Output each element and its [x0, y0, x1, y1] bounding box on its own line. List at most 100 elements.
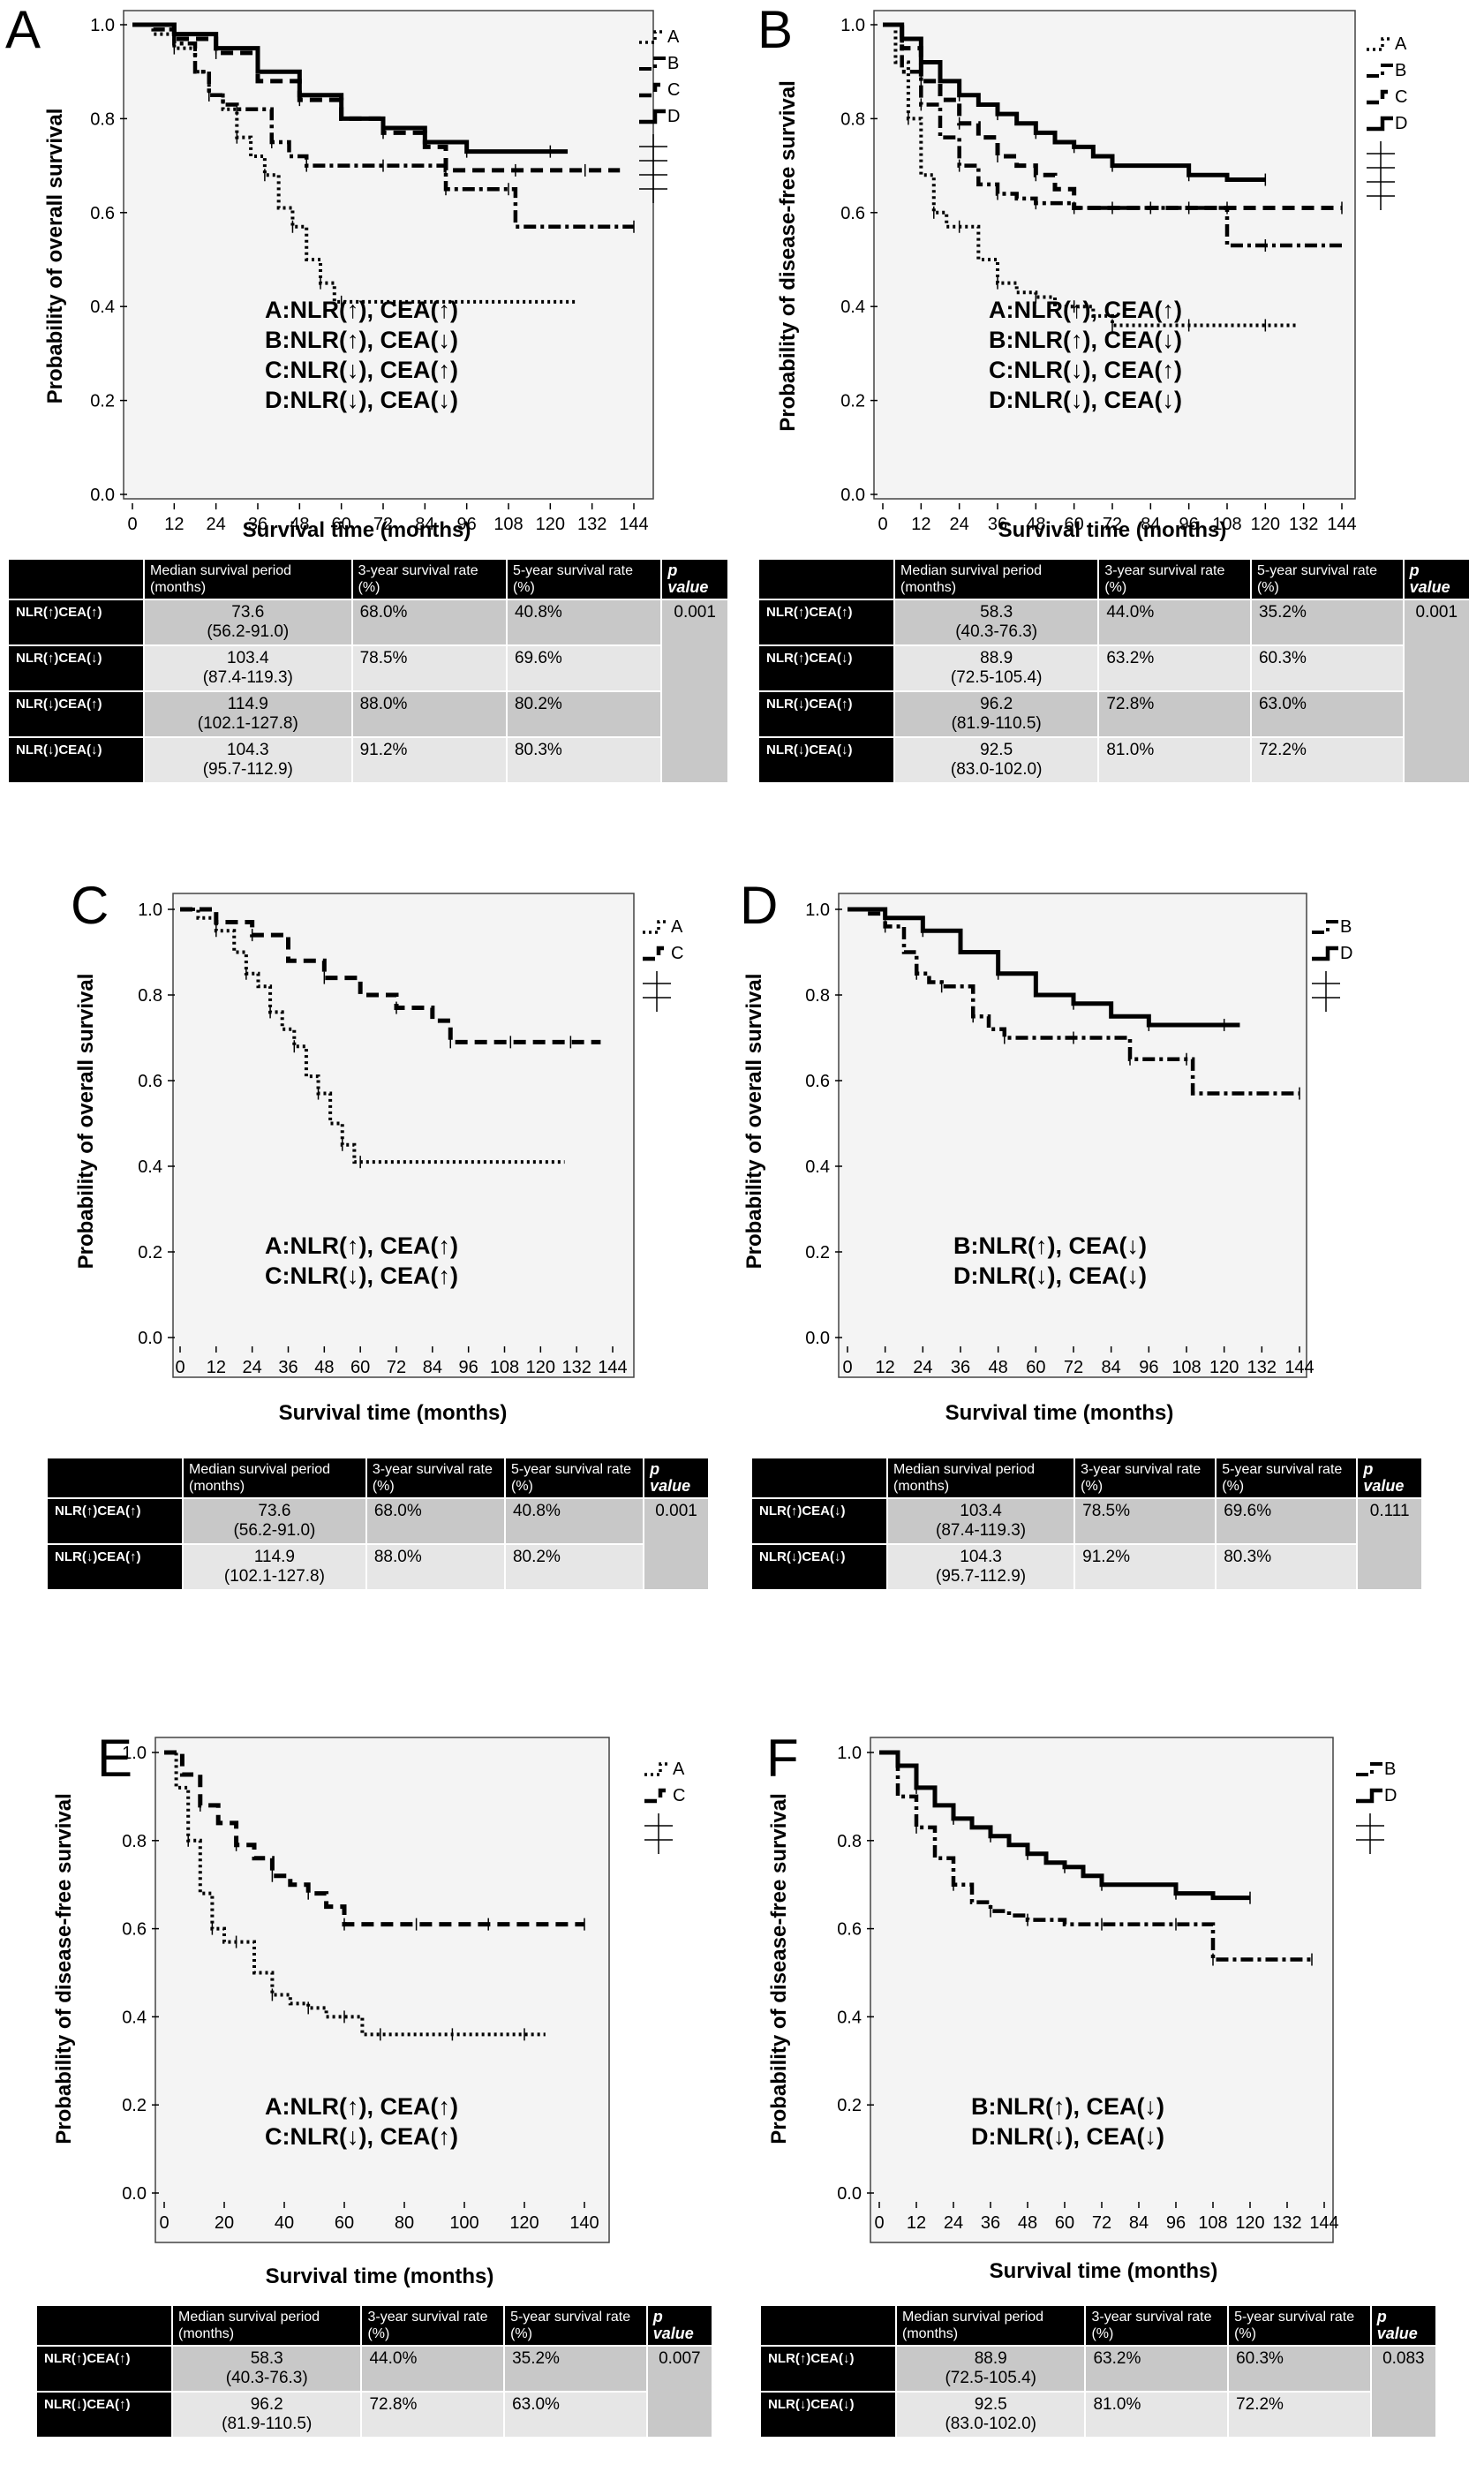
p-value-cell: 0.001: [643, 1497, 710, 1591]
x-tick-label: 144: [1284, 1358, 1314, 1377]
legend-label: D: [1384, 1786, 1397, 1805]
x-tick-label: 96: [1179, 515, 1199, 534]
table-header: Median survival period (months): [143, 558, 353, 600]
legend-label: B: [1384, 1760, 1396, 1779]
x-tick-label: 120: [526, 1358, 555, 1377]
table-row: NLR(↑)CEA(↑) 73.6 (56.2-91.0) 68.0% 40.8% 0.0…: [7, 599, 729, 784]
rate-cell: 35.2%: [1249, 599, 1405, 646]
annotation-label: C:NLR(↓), CEA(↑): [265, 357, 458, 383]
legend-swatch: [643, 920, 669, 934]
annotation-label: D:NLR(↓), CEA(↓): [989, 387, 1182, 413]
median-cell: 88.9 (72.5-105.4): [894, 2345, 1087, 2393]
x-tick-label: 96: [459, 1358, 478, 1377]
table-corner: [750, 1457, 888, 1499]
rate-cell: 91.2%: [350, 736, 508, 784]
y-tick-label: 0.4: [840, 298, 865, 317]
x-tick-label: 0: [874, 2213, 884, 2233]
x-tick-label: 12: [164, 515, 184, 534]
table-header: 3-year survival rate (%): [1084, 2304, 1230, 2347]
x-tick-label: 36: [278, 1358, 298, 1377]
y-tick-label: 0.0: [122, 2184, 147, 2204]
x-axis-label: Survival time (months): [279, 1401, 508, 1425]
table-corner: [757, 558, 895, 600]
stats-table-d: Median survival period (months) 3-year su…: [750, 1457, 1423, 1591]
x-tick-label: 108: [1171, 1358, 1201, 1377]
x-tick-label: 48: [989, 1358, 1008, 1377]
x-tick-label: 108: [490, 1358, 519, 1377]
rate-cell: 63.0%: [503, 2391, 648, 2438]
x-tick-label: 60: [1065, 515, 1084, 534]
y-tick-label: 0.6: [138, 1072, 162, 1091]
stats-table-e: Median survival period (months) 3-year su…: [35, 2304, 714, 2438]
x-tick-label: 60: [350, 1358, 370, 1377]
rate-cell: 60.3%: [1227, 2345, 1372, 2393]
legend-swatch: [1312, 920, 1338, 934]
legend-swatch: [1312, 946, 1338, 961]
table-header: 3-year survival rate (%): [360, 2304, 506, 2347]
y-tick-label: 0.4: [805, 1157, 830, 1177]
km-chart-c: 0.0 0.2 0.4 0.6 0.8 1.0 0 12 24 36 48 60 72 84 96 108 12…: [74, 893, 683, 1425]
y-tick-label: 0.0: [90, 486, 115, 505]
x-tick-label: 132: [1272, 2213, 1301, 2233]
table-header: p value: [1356, 1457, 1423, 1499]
y-axis-label: Probability of disease-free survival: [776, 80, 800, 432]
median-cell: 73.6 (56.2-91.0): [143, 599, 353, 646]
row-label: NLR(↓)CEA(↓): [7, 736, 145, 784]
table-header: Median survival period (months): [894, 2304, 1087, 2347]
x-tick-label: 132: [577, 515, 606, 534]
y-tick-label: 1.0: [805, 901, 830, 920]
x-axis-label: Survival time (months): [998, 518, 1227, 542]
x-tick-label: 96: [1166, 2213, 1186, 2233]
median-cell: 96.2 (81.9-110.5): [170, 2391, 363, 2438]
table-header: Median survival period (months): [893, 558, 1100, 600]
row-label: NLR(↓)CEA(↑): [757, 690, 895, 738]
rate-cell: 88.0%: [365, 1543, 506, 1591]
x-tick-label: 60: [1055, 2213, 1074, 2233]
x-tick-label: 0: [842, 1358, 852, 1377]
stats-table-b: Median survival period (months) 3-year su…: [757, 558, 1472, 784]
x-tick-label: 84: [1102, 1358, 1121, 1377]
x-tick-label: 108: [1212, 515, 1241, 534]
p-value-cell: 0.111: [1356, 1497, 1423, 1591]
legend-swatch: [639, 57, 666, 71]
table-row: NLR(↓)CEA(↑) 114.9 (102.1-127.8) 88.0% 80.2%: [7, 690, 728, 738]
series-line-D: [879, 1750, 1250, 1901]
y-axis-label: Probability of overall survival: [43, 109, 67, 404]
panel-label-a: A: [5, 0, 41, 59]
rate-cell: 91.2%: [1073, 1543, 1217, 1591]
x-tick-label: 132: [561, 1358, 591, 1377]
series-line-A: [180, 908, 565, 1164]
panel-label-e: E: [97, 1729, 133, 1788]
row-label: NLR(↓)CEA(↑): [7, 690, 145, 738]
rate-cell: 69.6%: [505, 644, 663, 692]
annotation-label: D:NLR(↓), CEA(↓): [953, 1262, 1147, 1289]
legend-swatch: [644, 1788, 671, 1804]
median-cell: 114.9 (102.1-127.8): [182, 1543, 367, 1591]
panel-label-c: C: [71, 876, 109, 935]
rate-cell: 60.3%: [1249, 644, 1405, 692]
y-tick-label: 0.4: [122, 2008, 147, 2027]
km-chart-f: 0.0 0.2 0.4 0.6 0.8 1.0 0 12 24 36 48 60 72 84 96 108 12…: [767, 1737, 1397, 2283]
x-axis-label: Survival time (months): [266, 2265, 494, 2288]
legend-swatch: [1356, 1762, 1382, 1776]
rate-cell: 35.2%: [503, 2345, 648, 2393]
x-tick-label: 24: [950, 515, 969, 534]
y-tick-label: 0.0: [840, 486, 865, 505]
rate-cell: 80.2%: [505, 690, 663, 738]
median-cell: 73.6 (56.2-91.0): [182, 1497, 367, 1545]
legend-swatch: [639, 109, 666, 124]
series-line-B: [847, 907, 1299, 1096]
y-tick-label: 1.0: [840, 16, 865, 35]
row-label: NLR(↑)CEA(↑): [7, 599, 145, 646]
panel-label-d: D: [740, 876, 779, 935]
y-tick-label: 1.0: [90, 16, 115, 35]
y-tick-label: 0.8: [122, 1832, 147, 1851]
x-tick-label: 48: [290, 515, 309, 534]
x-tick-label: 0: [175, 1358, 185, 1377]
legend-label: D: [1340, 944, 1352, 963]
table-header: p value: [1369, 2304, 1438, 2347]
rate-cell: 81.0%: [1097, 736, 1252, 784]
median-cell: 58.3 (40.3-76.3): [170, 2345, 363, 2393]
rate-cell: 80.2%: [503, 1543, 645, 1591]
table-header: 3-year survival rate (%): [350, 558, 508, 600]
